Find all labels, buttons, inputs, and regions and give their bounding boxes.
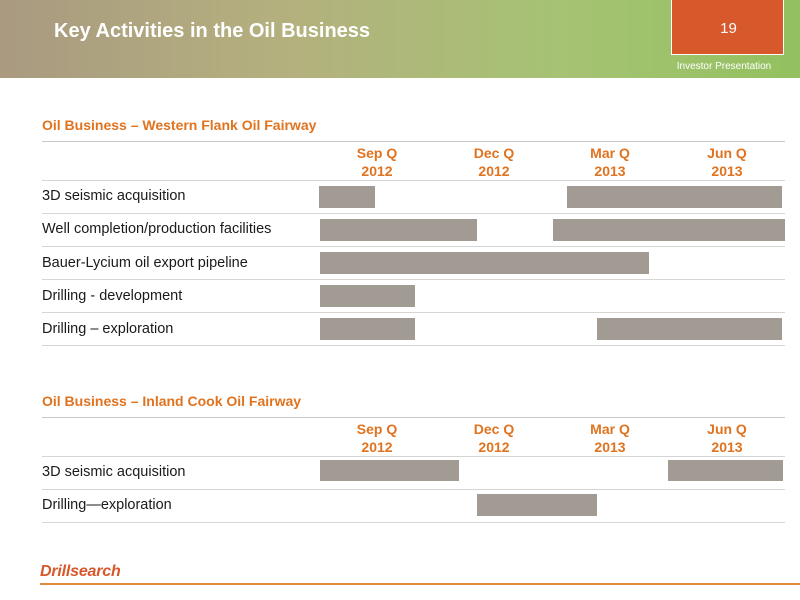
section-title-western-flank: Oil Business – Western Flank Oil Fairway <box>42 117 317 133</box>
row-divider <box>42 279 785 280</box>
row-divider <box>42 489 785 490</box>
section-divider <box>42 417 785 418</box>
row-divider <box>42 213 785 214</box>
page-number-tab: 19 <box>671 0 784 55</box>
row-divider <box>42 345 785 346</box>
quarter-header: Sep Q 2012 <box>356 421 398 455</box>
header-banner: Key Activities in the Oil Business 19 In… <box>0 0 800 78</box>
row-divider <box>42 312 785 313</box>
gantt-bar <box>319 317 416 341</box>
quarter-header: Dec Q 2012 <box>473 145 515 179</box>
quarter-header: Jun Q 2013 <box>707 145 747 179</box>
gantt-bar <box>566 185 783 209</box>
row-label: 3D seismic acquisition <box>42 188 186 204</box>
gantt-bar <box>318 185 376 209</box>
row-label: Drilling—exploration <box>42 497 172 513</box>
quarter-header: Dec Q 2012 <box>473 421 515 455</box>
presentation-label: Investor Presentation <box>676 61 772 72</box>
row-label: Bauer-Lycium oil export pipeline <box>42 255 248 271</box>
gantt-bar <box>552 218 786 242</box>
gantt-bar <box>667 459 784 482</box>
gantt-bar <box>319 284 416 308</box>
row-divider <box>42 246 785 247</box>
gantt-bar <box>476 493 598 517</box>
quarter-header: Jun Q 2013 <box>707 421 747 455</box>
quarter-header: Mar Q 2013 <box>590 145 630 179</box>
gantt-bar <box>596 317 783 341</box>
footer-line <box>40 583 800 585</box>
quarter-header: Mar Q 2013 <box>590 421 630 455</box>
quarter-header: Sep Q 2012 <box>356 145 398 179</box>
section-divider <box>42 141 785 142</box>
company-logo: Drillsearch <box>40 563 121 580</box>
row-label: Drilling - development <box>42 288 183 304</box>
row-divider <box>42 456 785 457</box>
page-number: 19 <box>720 20 737 37</box>
row-label: Drilling – exploration <box>42 321 174 337</box>
row-divider <box>42 180 785 181</box>
gantt-bar <box>319 459 460 482</box>
row-label: 3D seismic acquisition <box>42 464 186 480</box>
page-title: Key Activities in the Oil Business <box>54 20 371 42</box>
gantt-bar <box>319 251 650 275</box>
section-title-inland-cook: Oil Business – Inland Cook Oil Fairway <box>42 393 302 409</box>
row-divider <box>42 522 785 523</box>
gantt-bar <box>319 218 478 242</box>
row-label: Well completion/production facilities <box>42 221 272 237</box>
